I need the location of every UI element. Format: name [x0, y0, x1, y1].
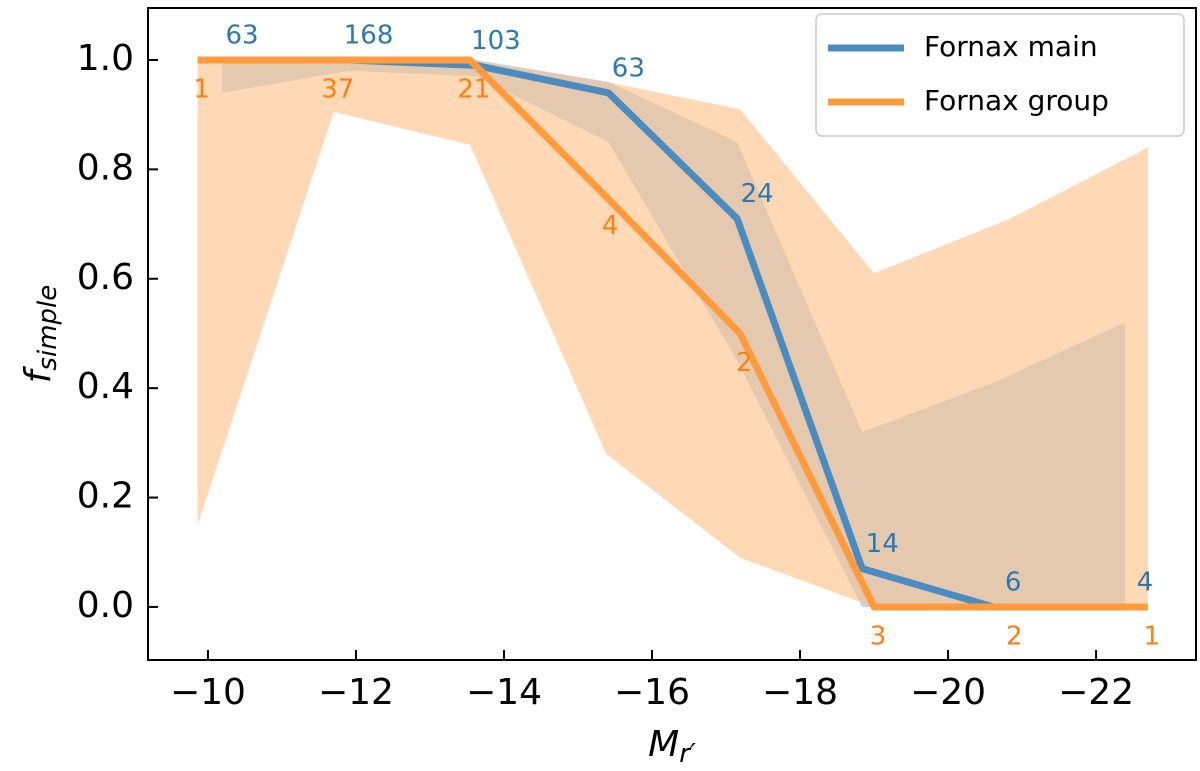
count-label: 4 [1137, 567, 1154, 597]
count-label: 14 [866, 529, 899, 559]
count-label: 6 [1005, 567, 1022, 597]
x-tick-label: −20 [910, 672, 986, 713]
y-axis-label: fsimple [18, 285, 63, 384]
count-label: 3 [870, 621, 887, 651]
lines [197, 56, 1148, 611]
x-axis-label: Mr′ [648, 724, 696, 769]
y-tick-label: 0.2 [77, 476, 134, 517]
count-label: 168 [344, 20, 394, 50]
y-tick-label: 1.0 [77, 38, 134, 79]
confidence-band [197, 59, 1148, 607]
count-label: 21 [457, 74, 490, 104]
x-label-sub: r′ [679, 739, 696, 769]
count-label: 1 [193, 74, 210, 104]
y-label-sub: simple [33, 285, 63, 371]
count-label: 2 [1006, 621, 1023, 651]
count-label: 103 [471, 26, 521, 56]
count-label: 63 [225, 20, 258, 50]
legend-label: Fornax main [924, 30, 1098, 63]
count-label: 37 [321, 74, 354, 104]
y-tick-label: 0.8 [77, 147, 134, 188]
x-tick-label: −22 [1058, 672, 1134, 713]
y-tick-label: 0.4 [77, 366, 134, 407]
x-tick-label: −18 [762, 672, 838, 713]
count-label: 2 [736, 348, 753, 378]
count-label: 1 [1144, 621, 1161, 651]
y-tick-label: 0.0 [77, 585, 134, 626]
count-label: 24 [741, 179, 774, 209]
y-tick-label: 0.6 [77, 257, 134, 298]
x-tick-label: −16 [614, 672, 690, 713]
count-label: 63 [612, 53, 645, 83]
series-line [197, 56, 1148, 611]
axes: −10 −12 −14 −16 −18 −20 −22 0.0 0.2 0.4 0.6 0.8 1.0 F… [77, 7, 1197, 713]
legend-box [815, 13, 1185, 137]
plot-frame [147, 7, 1197, 661]
legend-label: Fornax group [924, 84, 1109, 117]
x-label-main: M [648, 724, 679, 765]
bands [197, 59, 1148, 607]
count-label: 4 [602, 211, 619, 241]
x-tick-label: −12 [318, 672, 394, 713]
x-tick-label: −14 [466, 672, 542, 713]
x-tick-label: −10 [170, 672, 246, 713]
